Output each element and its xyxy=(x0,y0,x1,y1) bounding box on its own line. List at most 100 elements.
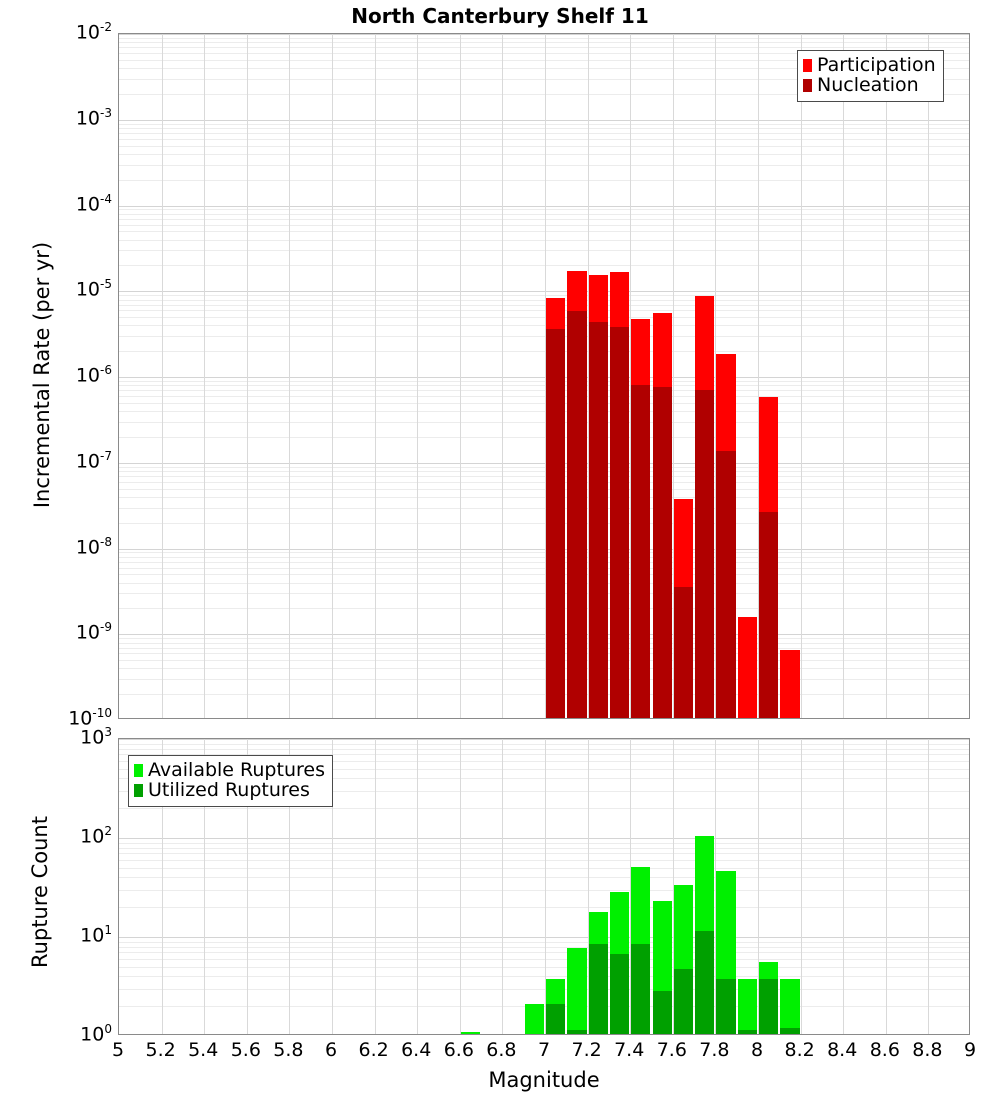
gridline-major xyxy=(119,462,969,464)
rupture-count-plot xyxy=(118,738,970,1035)
gridline-minor xyxy=(119,638,969,640)
x-tick-label: 8.6 xyxy=(869,1039,900,1061)
gridline-minor xyxy=(119,380,969,382)
x-tick-label: 5.4 xyxy=(188,1039,219,1061)
y-tick-label-top: 10-6 xyxy=(75,363,112,387)
x-tick-label: 6.2 xyxy=(358,1039,389,1061)
y-tick-label-top: 10-2 xyxy=(75,20,112,44)
gridline-minor xyxy=(119,59,969,61)
gridline-minor xyxy=(119,179,969,181)
x-tick-label: 6 xyxy=(324,1039,338,1061)
gridline-minor xyxy=(119,325,969,327)
x-tick-label: 7 xyxy=(537,1039,551,1061)
gridline-minor xyxy=(119,582,969,584)
gridline-minor xyxy=(119,754,969,756)
gridline-vertical xyxy=(545,739,546,1034)
legend-item-nucleation: Nucleation xyxy=(803,76,936,95)
gridline-vertical xyxy=(928,739,930,1034)
x-tick-label: 5 xyxy=(111,1039,125,1061)
y-axis-ticks-bottom: 103 102 101 100 xyxy=(38,0,112,1100)
gridline-minor xyxy=(119,390,969,392)
gridline-minor xyxy=(119,768,969,770)
gridline-minor xyxy=(119,78,969,80)
gridline-minor xyxy=(119,153,969,155)
gridline-vertical xyxy=(332,34,333,718)
gridline-vertical xyxy=(374,739,376,1034)
gridline-major xyxy=(119,291,969,293)
gridline-major xyxy=(119,119,969,121)
gridline-minor xyxy=(119,299,969,301)
bar-utilized-ruptures xyxy=(759,978,779,1034)
bar-utilized-ruptures xyxy=(631,943,651,1034)
gridline-vertical xyxy=(630,34,632,718)
bar-nucleation xyxy=(695,390,715,718)
legend-swatch-nucleation xyxy=(803,79,812,92)
gridline-minor xyxy=(119,421,969,423)
bar-utilized-ruptures xyxy=(695,930,715,1034)
gridline-major xyxy=(119,838,969,839)
bar-utilized-ruptures xyxy=(716,978,736,1034)
bar-utilized-ruptures xyxy=(780,1028,800,1034)
gridline-major xyxy=(119,377,969,378)
legend-swatch-available-ruptures xyxy=(134,764,143,777)
gridline-vertical xyxy=(502,34,504,718)
bar-participation xyxy=(780,650,800,718)
gridline-vertical xyxy=(672,739,674,1034)
gridline-vertical xyxy=(374,34,376,718)
legend-label-utilized-ruptures: Utilized Ruptures xyxy=(148,779,310,801)
x-tick-label: 7.4 xyxy=(614,1039,645,1061)
gridline-major xyxy=(119,548,969,550)
x-tick-label: 6.6 xyxy=(443,1039,474,1061)
gridline-minor xyxy=(119,552,969,554)
gridline-vertical xyxy=(246,34,248,718)
gridline-minor xyxy=(119,1006,969,1008)
gridline-minor xyxy=(119,847,969,849)
x-tick-label: 5.2 xyxy=(145,1039,176,1061)
grid-top xyxy=(119,34,969,718)
gridline-minor xyxy=(119,988,969,990)
bar-nucleation xyxy=(588,322,608,718)
gridline-minor xyxy=(119,224,969,226)
gridline-vertical xyxy=(715,34,717,718)
gridline-minor xyxy=(119,660,969,662)
legend-item-available-ruptures: Available Ruptures xyxy=(134,761,325,780)
y-tick-label-bottom: 102 xyxy=(80,824,112,848)
gridline-vertical xyxy=(289,739,291,1034)
bar-nucleation xyxy=(567,310,587,718)
gridline-vertical xyxy=(417,739,419,1034)
y-tick-label-top: 10-5 xyxy=(75,277,112,301)
gridline-minor xyxy=(119,396,969,398)
x-tick-label: 7.2 xyxy=(571,1039,602,1061)
bar-available-ruptures xyxy=(737,978,757,1034)
gridline-minor xyxy=(119,877,969,879)
bars-top xyxy=(119,34,969,718)
gridline-minor xyxy=(119,574,969,576)
gridline-vertical xyxy=(161,739,163,1034)
gridline-minor xyxy=(119,402,969,404)
x-axis-title: Magnitude xyxy=(488,1068,600,1092)
gridline-vertical xyxy=(715,739,717,1034)
gridline-minor xyxy=(119,145,969,147)
bar-nucleation xyxy=(652,386,672,718)
gridline-vertical xyxy=(885,34,887,718)
gridline-minor xyxy=(119,42,969,44)
gridline-vertical xyxy=(459,34,461,718)
gridline-minor xyxy=(119,128,969,130)
gridline-minor xyxy=(119,593,969,595)
gridline-vertical xyxy=(587,34,589,718)
gridline-minor xyxy=(119,808,969,810)
bars-bottom xyxy=(119,739,969,1034)
page-title: North Canterbury Shelf 11 xyxy=(351,4,649,28)
legend-item-utilized-ruptures: Utilized Ruptures xyxy=(134,781,325,800)
y-tick-label-bottom: 103 xyxy=(80,725,112,749)
gridline-minor xyxy=(119,295,969,297)
legend-bottom: Available Ruptures Utilized Ruptures xyxy=(128,755,333,807)
gridline-vertical xyxy=(289,34,291,718)
bar-nucleation xyxy=(631,385,651,718)
legend-label-participation: Participation xyxy=(817,54,936,76)
gridline-minor xyxy=(119,336,969,338)
x-tick-label: 8.8 xyxy=(912,1039,943,1061)
gridline-minor xyxy=(119,93,969,95)
gridline-minor xyxy=(119,556,969,558)
gridline-minor xyxy=(119,608,969,610)
